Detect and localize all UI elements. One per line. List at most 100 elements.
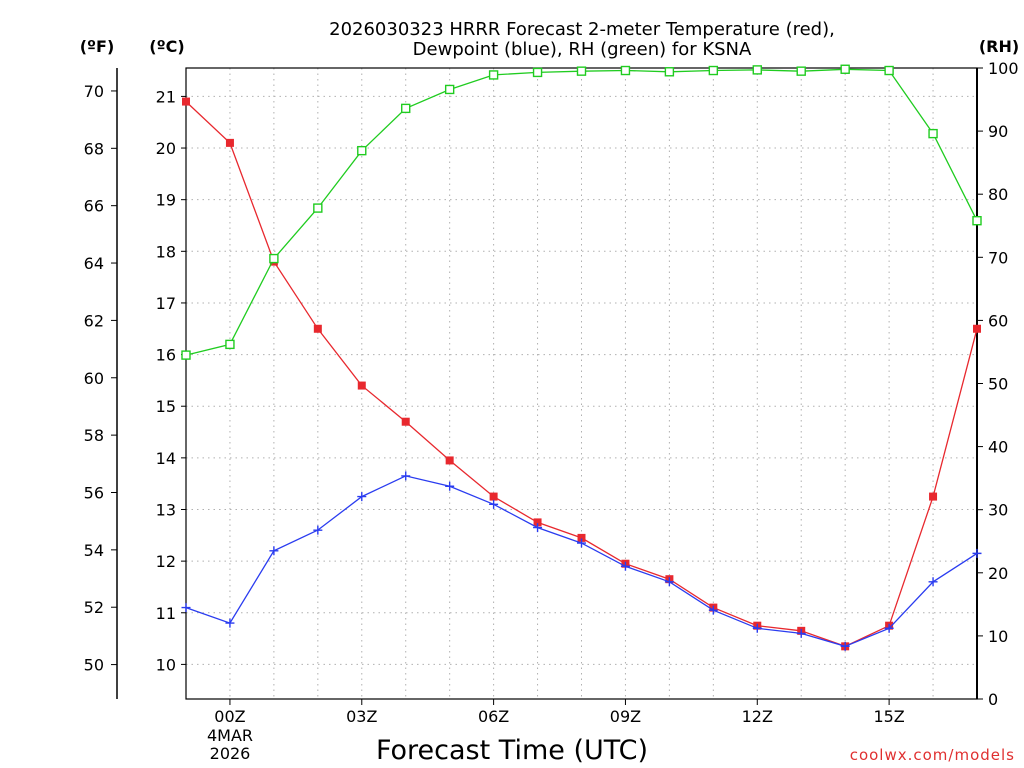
dewpoint-point	[972, 548, 982, 558]
rh-tick-label: 30	[988, 501, 1008, 520]
rh-point	[225, 339, 235, 350]
rh-point	[972, 216, 982, 226]
dewpoint-point	[533, 523, 543, 533]
time-tick-label: 09Z	[610, 707, 641, 726]
celsius-tick-label: 11	[156, 604, 176, 623]
fahrenheit-tick-label: 66	[84, 197, 104, 216]
celsius-tick-label: 21	[156, 87, 176, 106]
dewpoint-point	[577, 538, 586, 548]
fahrenheit-tick-label: 50	[84, 656, 104, 675]
rh-point	[840, 64, 850, 74]
celsius-tick-label: 10	[156, 655, 176, 674]
celsius-unit-label: (ºC)	[149, 37, 184, 56]
celsius-tick-label: 14	[156, 449, 176, 468]
temperature-point	[929, 492, 938, 501]
time-tick-label: 00Z	[214, 707, 245, 726]
rh-point	[796, 66, 806, 76]
dewpoint-point	[664, 577, 674, 587]
rh-point	[664, 67, 675, 77]
celsius-tick-label: 16	[156, 346, 176, 365]
dewpoint-point	[928, 577, 938, 587]
dewpoint-point	[401, 471, 411, 481]
dewpoint-point	[620, 561, 630, 571]
grid-lines	[186, 68, 977, 699]
rh-point	[708, 65, 719, 76]
celsius-tick-label: 18	[156, 242, 176, 261]
rh-point	[357, 145, 367, 156]
rh-point	[576, 66, 587, 76]
rh-point	[269, 253, 279, 264]
fahrenheit-tick-label: 58	[84, 426, 104, 445]
time-tick-label: 03Z	[346, 707, 377, 726]
rh-tick-label: 90	[988, 122, 1008, 141]
celsius-tick-label: 20	[156, 139, 176, 158]
rh-tick-label: 100	[988, 59, 1019, 78]
rh-point	[928, 128, 938, 139]
rh-tick-label: 20	[988, 564, 1008, 583]
celsius-axis: 10 11 12 13 14 15 16 17 18 19 20 21	[156, 87, 186, 674]
dewpoint-point	[269, 546, 279, 556]
dewpoint-point	[445, 481, 455, 491]
dewpoint-point	[489, 499, 499, 509]
rh-tick-label: 40	[988, 438, 1008, 457]
series-layer	[181, 64, 982, 651]
fahrenheit-axis: 50 52 54 56 58 60 62 64 66 68 70	[84, 82, 117, 675]
rh-point	[532, 67, 543, 78]
rh-point	[313, 203, 323, 213]
temperature-point	[533, 518, 542, 527]
celsius-tick-label: 12	[156, 552, 176, 571]
rh-point	[444, 84, 455, 95]
rh-tick-label: 70	[988, 248, 1008, 267]
rh-point	[181, 350, 191, 360]
temperature-point	[577, 533, 586, 542]
fahrenheit-tick-label: 62	[84, 311, 104, 330]
time-tick-label: 06Z	[478, 707, 509, 726]
celsius-tick-label: 17	[156, 294, 176, 313]
time-tick-label: 15Z	[873, 707, 904, 726]
dewpoint-point	[181, 603, 191, 613]
dewpoint-point	[884, 623, 894, 633]
x-axis-title: Forecast Time (UTC)	[376, 735, 648, 766]
chart-title-line1: 2026030323 HRRR Forecast 2-meter Tempera…	[329, 19, 835, 40]
rh-point	[620, 65, 631, 76]
dewpoint-point	[796, 628, 806, 638]
chart-title-line2: Dewpoint (blue), RH (green) for KSNA	[413, 39, 752, 60]
fahrenheit-tick-label: 52	[84, 598, 104, 617]
rh-point	[401, 103, 411, 114]
rh-point	[752, 65, 762, 75]
dewpoint-point	[225, 618, 235, 628]
dewpoint-point	[752, 623, 762, 633]
fahrenheit-unit-label: (ºF)	[80, 37, 115, 56]
temperature-point	[445, 456, 454, 465]
temperature-point	[357, 381, 366, 390]
rh-tick-label: 80	[988, 185, 1008, 204]
watermark: coolwx.com/models	[850, 746, 1015, 764]
fahrenheit-tick-label: 60	[84, 369, 104, 388]
rh-tick-label: 60	[988, 311, 1008, 330]
fahrenheit-tick-label: 70	[84, 82, 104, 101]
x-date-line2: 2026	[210, 744, 251, 763]
rh-tick-label: 50	[988, 375, 1008, 394]
fahrenheit-tick-label: 54	[84, 541, 104, 560]
rh-axis: 0 10 20 30 40 50 60 70 80 90 100	[977, 59, 1019, 709]
temperature-point	[401, 417, 410, 426]
dewpoint-point	[357, 492, 367, 502]
temperature-point	[973, 324, 981, 333]
rh-series	[181, 64, 982, 360]
temperature-point	[489, 492, 498, 501]
rh-point	[488, 70, 499, 80]
fahrenheit-tick-label: 64	[84, 254, 104, 273]
temperature-point	[313, 324, 322, 333]
rh-tick-label: 0	[988, 690, 998, 709]
dewpoint-point	[840, 641, 850, 651]
fahrenheit-tick-label: 68	[84, 139, 104, 158]
rh-tick-label: 10	[988, 627, 1008, 646]
x-date-line1: 4MAR	[207, 726, 253, 745]
rh-point	[884, 65, 894, 76]
celsius-tick-label: 15	[156, 397, 176, 416]
dewpoint-point	[313, 525, 323, 535]
time-tick-label: 12Z	[742, 707, 773, 726]
dewpoint-series	[181, 471, 982, 651]
